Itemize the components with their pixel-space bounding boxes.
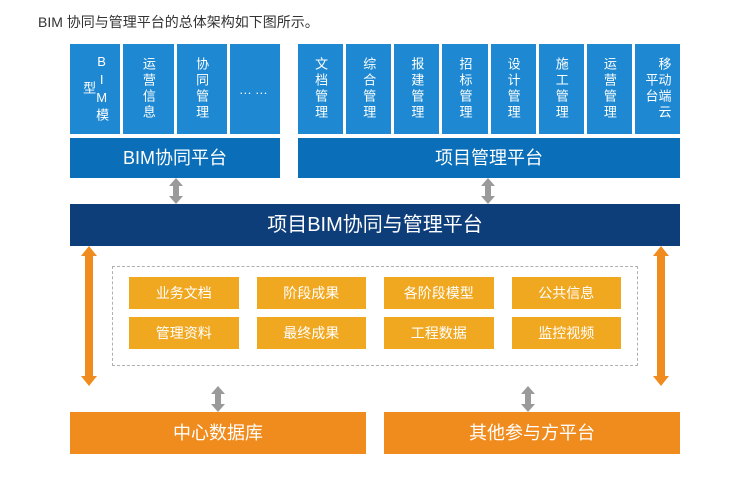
tab-ops-info: 运营信息 bbox=[123, 44, 173, 134]
tab-bim-model: BIM模型 bbox=[70, 44, 120, 134]
bottom-row: 中心数据库 其他参与方平台 bbox=[70, 412, 680, 454]
chip-eng-data: 工程数据 bbox=[384, 317, 494, 349]
chip-row-1: 业务文档 阶段成果 各阶段模型 公共信息 bbox=[129, 277, 621, 309]
group-bim-collab: BIM模型 运营信息 协同管理 …… BIM协同平台 bbox=[70, 44, 280, 178]
central-platform-bar: 项目BIM协同与管理平台 bbox=[70, 204, 680, 246]
top-row: BIM模型 运营信息 协同管理 …… BIM协同平台 文档管理 综合管理 报建管… bbox=[70, 44, 680, 178]
tab-mobile-cloud: 移动端云平台 bbox=[635, 44, 680, 134]
arrow-gray-br bbox=[520, 386, 536, 412]
chip-final-result: 最终成果 bbox=[257, 317, 367, 349]
tabs-left: BIM模型 运营信息 协同管理 …… bbox=[70, 44, 280, 134]
group-project-mgmt: 文档管理 综合管理 报建管理 招标管理 设计管理 施工管理 运营管理 移动端云平… bbox=[298, 44, 680, 178]
dashed-container: 业务文档 阶段成果 各阶段模型 公共信息 管理资料 最终成果 工程数据 监控视频 bbox=[112, 266, 638, 366]
arrow-gray-right bbox=[480, 178, 496, 204]
arrow-orange-left bbox=[74, 246, 104, 386]
bar-central-db: 中心数据库 bbox=[70, 412, 366, 454]
arrow-orange-right bbox=[646, 246, 676, 386]
arrow-gray-bl bbox=[210, 386, 226, 412]
chip-biz-doc: 业务文档 bbox=[129, 277, 239, 309]
tabs-right: 文档管理 综合管理 报建管理 招标管理 设计管理 施工管理 运营管理 移动端云平… bbox=[298, 44, 680, 134]
chip-monitor-video: 监控视频 bbox=[512, 317, 622, 349]
arrows-bottom bbox=[70, 386, 680, 412]
bar-other-platform: 其他参与方平台 bbox=[384, 412, 680, 454]
arrows-top bbox=[70, 178, 680, 204]
chip-stage-model: 各阶段模型 bbox=[384, 277, 494, 309]
chip-stage-result: 阶段成果 bbox=[257, 277, 367, 309]
tab-collab-mgmt: 协同管理 bbox=[177, 44, 227, 134]
tab-design-mgmt: 设计管理 bbox=[491, 44, 536, 134]
arrow-gray-left bbox=[168, 178, 184, 204]
tab-ellipsis: …… bbox=[230, 44, 280, 134]
tab-doc-mgmt: 文档管理 bbox=[298, 44, 343, 134]
architecture-diagram: BIM模型 运营信息 协同管理 …… BIM协同平台 文档管理 综合管理 报建管… bbox=[70, 44, 680, 454]
chip-mgmt-data: 管理资料 bbox=[129, 317, 239, 349]
chip-public-info: 公共信息 bbox=[512, 277, 622, 309]
tab-bid-mgmt: 招标管理 bbox=[442, 44, 487, 134]
tab-report-mgmt: 报建管理 bbox=[394, 44, 439, 134]
mid-section: 业务文档 阶段成果 各阶段模型 公共信息 管理资料 最终成果 工程数据 监控视频 bbox=[70, 246, 680, 386]
tab-general-mgmt: 综合管理 bbox=[346, 44, 391, 134]
bar-project-platform: 项目管理平台 bbox=[298, 138, 680, 178]
chip-row-2: 管理资料 最终成果 工程数据 监控视频 bbox=[129, 317, 621, 349]
caption-text: BIM 协同与管理平台的总体架构如下图所示。 bbox=[38, 12, 319, 32]
tab-ops-mgmt: 运营管理 bbox=[587, 44, 632, 134]
tab-construct-mgmt: 施工管理 bbox=[539, 44, 584, 134]
bar-bim-platform: BIM协同平台 bbox=[70, 138, 280, 178]
